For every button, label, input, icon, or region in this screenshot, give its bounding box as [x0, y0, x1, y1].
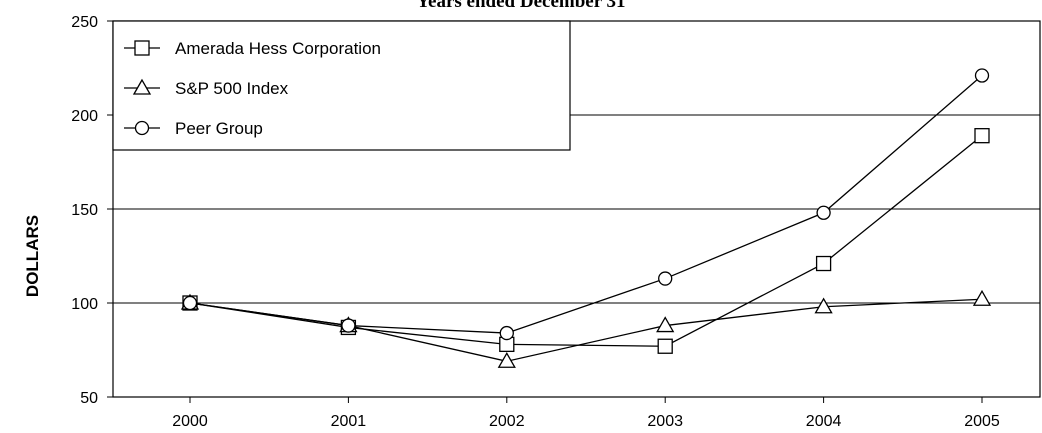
- data-point-0-2003: [657, 338, 673, 354]
- x-tick-label-2001: 2001: [331, 413, 367, 430]
- data-point-1-2005: [972, 289, 992, 306]
- y-tick-labels: 50 100 150 200 250: [71, 14, 113, 407]
- data-point-2-2000: [182, 295, 198, 311]
- x-tick-label-2000: 2000: [172, 413, 208, 430]
- x-tick-labels: 2000 2001 2002 2003 2004 2005: [172, 397, 1000, 430]
- y-tick-label-50: 50: [80, 390, 98, 407]
- data-point-2-2003: [658, 271, 673, 286]
- y-tick-label-150: 150: [71, 202, 98, 219]
- y-tick-label-250: 250: [71, 14, 98, 31]
- data-point-2-2001: [341, 318, 356, 333]
- y-tick-label-100: 100: [71, 296, 98, 313]
- data-point-2-2004: [816, 205, 831, 220]
- data-point-0-2004: [815, 255, 832, 272]
- legend-marker-0: [134, 40, 150, 56]
- legend-label-1: S&P 500 Index: [175, 79, 289, 98]
- x-tick-label-2002: 2002: [489, 413, 525, 430]
- chart-title: Years ended December 31: [416, 0, 626, 12]
- x-tick-label-2003: 2003: [647, 413, 683, 430]
- y-tick-label-200: 200: [71, 108, 98, 125]
- data-point-1-2002: [497, 351, 516, 368]
- legend-marker-1: [132, 78, 152, 95]
- series-line-2: [189, 75, 983, 334]
- series-2: [182, 68, 990, 341]
- series-line-1: [189, 298, 983, 362]
- x-tick-label-2005: 2005: [964, 413, 1000, 430]
- legend: Amerada Hess Corporation S&P 500 Index Pee…: [112, 20, 571, 151]
- data-point-2-2005: [974, 68, 990, 83]
- series-line-0: [189, 135, 983, 347]
- data-point-1-2003: [656, 316, 675, 333]
- legend-marker-2: [134, 120, 150, 136]
- data-point-0-2005: [974, 128, 990, 144]
- series-layer: [180, 68, 992, 368]
- y-axis-label: DOLLARS: [23, 215, 42, 297]
- legend-label-0: Amerada Hess Corporation: [175, 39, 381, 58]
- data-point-2-2002: [499, 325, 514, 341]
- legend-box: [112, 20, 571, 151]
- data-point-1-2004: [814, 297, 833, 314]
- x-tick-label-2004: 2004: [806, 413, 842, 430]
- legend-label-2: Peer Group: [175, 119, 263, 138]
